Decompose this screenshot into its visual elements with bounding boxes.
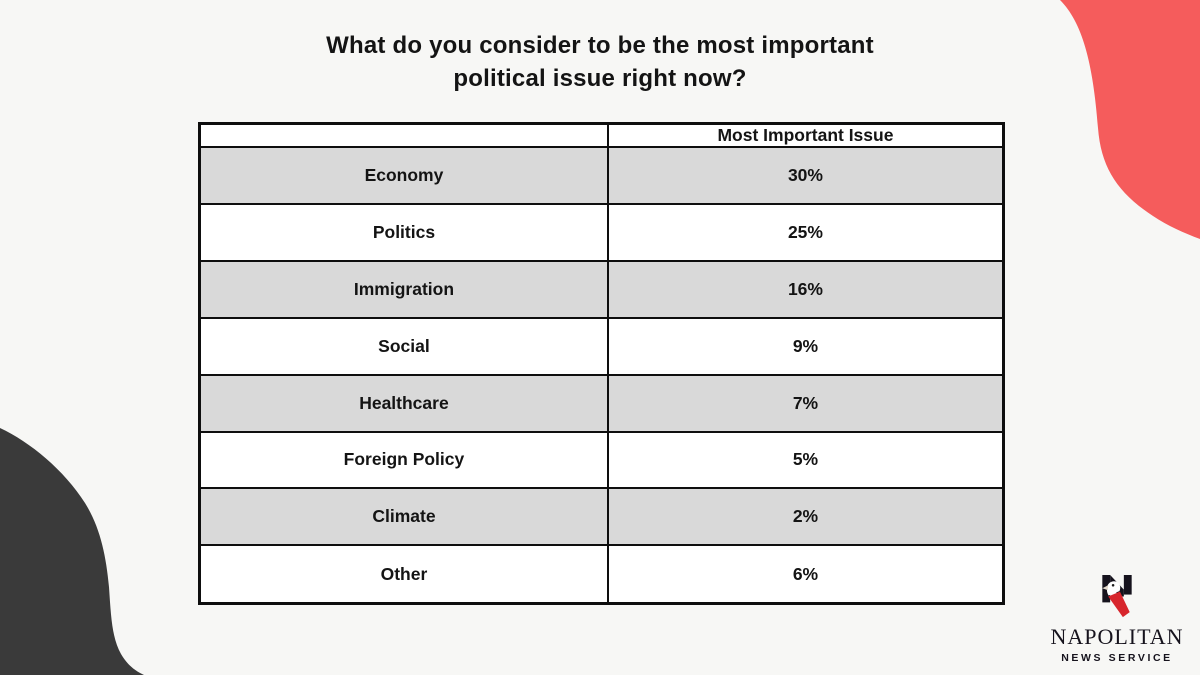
table-header-row: Most Important Issue: [198, 122, 1005, 148]
table-row: Climate 2%: [198, 487, 1005, 547]
issue-value-cell: 16%: [606, 259, 1005, 319]
header-most-important-issue: Most Important Issue: [606, 122, 1005, 148]
issue-label-cell: Climate: [198, 487, 609, 547]
red-corner-blob: [1060, 0, 1200, 239]
table-row: Healthcare 7%: [198, 373, 1005, 433]
table-row: Foreign Policy 5%: [198, 430, 1005, 490]
table-row: Economy 30%: [198, 146, 1005, 205]
issue-label-cell: Foreign Policy: [198, 430, 609, 490]
napolitan-logo: NAPOLITAN NEWS SERVICE: [1042, 575, 1192, 664]
page-title-line2: political issue right now?: [453, 65, 747, 92]
table-row: Politics 25%: [198, 202, 1005, 262]
table-row: Social 9%: [198, 316, 1005, 376]
issue-label-cell: Social: [198, 316, 609, 376]
issue-label-cell: Immigration: [198, 259, 609, 319]
issue-value-cell: 2%: [606, 487, 1005, 547]
page-title: What do you consider to be the most impo…: [0, 29, 1200, 95]
issue-label-cell: Other: [198, 544, 609, 605]
issue-value-cell: 30%: [606, 146, 1005, 205]
issue-value-cell: 9%: [606, 316, 1005, 376]
issue-value-cell: 7%: [606, 373, 1005, 433]
napolitan-eagle-n-icon: [1102, 575, 1132, 618]
issue-value-cell: 5%: [606, 430, 1005, 490]
logo-tagline-text: NEWS SERVICE: [1061, 652, 1173, 664]
poll-results-table: Most Important Issue Economy 30% Politic…: [198, 122, 1005, 605]
issue-label-cell: Healthcare: [198, 373, 609, 433]
dark-corner-blob: [0, 428, 144, 675]
table-row: Other 6%: [198, 544, 1005, 605]
header-empty-cell: [198, 122, 609, 148]
issue-label-cell: Economy: [198, 146, 609, 205]
issues-table-body: Economy 30% Politics 25% Immigration 16%…: [198, 146, 1005, 605]
issue-label-cell: Politics: [198, 202, 609, 262]
table-row: Immigration 16%: [198, 259, 1005, 319]
page-title-line1: What do you consider to be the most impo…: [326, 32, 874, 59]
issue-value-cell: 25%: [606, 202, 1005, 262]
issue-value-cell: 6%: [606, 544, 1005, 605]
logo-brand-text: NAPOLITAN: [1050, 624, 1184, 649]
